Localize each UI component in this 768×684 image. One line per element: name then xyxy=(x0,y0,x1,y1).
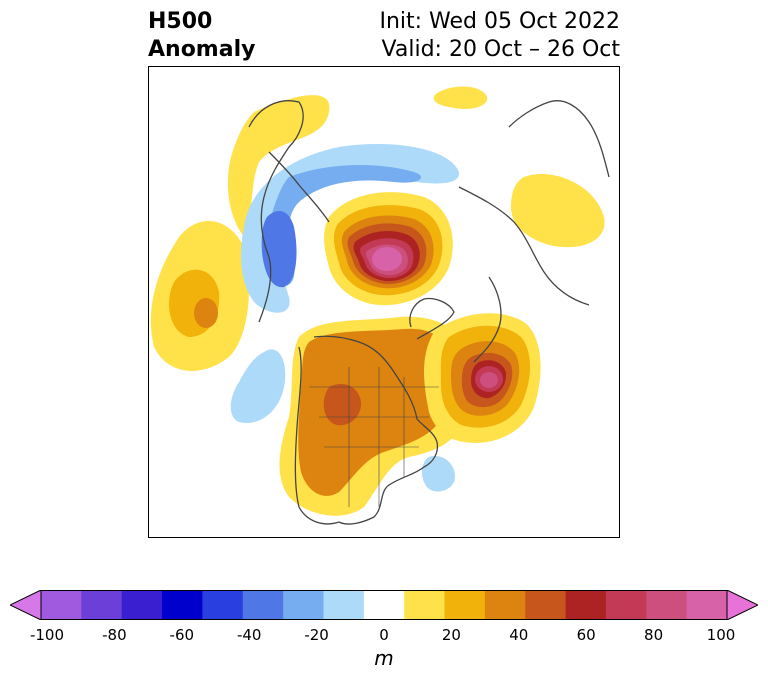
colorbar-segment xyxy=(565,590,607,620)
colorbar-tick-label: -40 xyxy=(236,626,262,644)
positive-anomaly-east-asia xyxy=(511,173,605,248)
coastline-hudson-bay xyxy=(313,335,418,420)
colorbar-segment xyxy=(444,590,486,620)
map-title-right: Init: Wed 05 Oct 2022 Valid: 20 Oct – 26… xyxy=(379,8,620,64)
coastline-siberia xyxy=(508,100,610,178)
colorbar-tick-label: -20 xyxy=(304,626,329,644)
coastline-alaska xyxy=(248,100,304,323)
positive-anomaly-arctic-central xyxy=(324,192,453,306)
colorbar-segment xyxy=(484,590,526,620)
positive-anomaly-alaska xyxy=(227,95,330,237)
colorbar-segment xyxy=(404,590,446,620)
coastline-eurasia xyxy=(458,186,590,306)
colorbar-segment xyxy=(283,590,324,620)
colorbar-segment xyxy=(41,590,82,620)
coastline-west-north-america xyxy=(294,346,340,525)
title-variable: H500 xyxy=(148,9,213,34)
positive-anomaly-arctic-top xyxy=(433,86,488,109)
coastline-scandinavia xyxy=(473,276,502,363)
title-field: Anomaly xyxy=(148,37,256,62)
anomaly-map xyxy=(148,66,620,538)
coastline-arctic-canada xyxy=(268,151,330,223)
colorbar xyxy=(10,590,758,620)
positive-anomaly-north-atlantic xyxy=(424,313,541,443)
colorbar-segment xyxy=(323,590,365,620)
coastline-outlines xyxy=(248,100,610,525)
colorbar-segment xyxy=(686,590,728,620)
anomaly-map-svg xyxy=(150,86,610,525)
colorbar-tick-label: 100 xyxy=(706,626,736,644)
colorbar-segment xyxy=(81,590,123,620)
colorbar-tick-label: 80 xyxy=(644,626,664,644)
colorbar-segment xyxy=(242,590,284,620)
state-borders xyxy=(309,367,439,507)
map-title-left: H500 Anomaly xyxy=(148,8,255,64)
colorbar-border xyxy=(40,590,728,620)
valid-period-label: Valid: 20 Oct – 26 Oct xyxy=(381,37,620,62)
colorbar-segment xyxy=(202,590,244,620)
negative-anomaly-pacific xyxy=(230,349,286,423)
colorbar-tick-label: 60 xyxy=(576,626,596,644)
colorbar-segment xyxy=(363,590,405,620)
colorbar-segment xyxy=(162,590,203,620)
colorbar-segment xyxy=(646,590,688,620)
positive-anomaly-north-america xyxy=(279,316,467,516)
colorbar-tick-label: -80 xyxy=(102,626,127,644)
colorbar-tick-label: 0 xyxy=(379,626,389,644)
colorbar-extend-min xyxy=(10,590,42,620)
coastline-east-north-america xyxy=(338,418,439,525)
init-time-label: Init: Wed 05 Oct 2022 xyxy=(379,9,620,34)
colorbar-tick-label: -100 xyxy=(29,626,65,644)
colorbar-tick-label: -60 xyxy=(169,626,195,644)
coastline-greenland xyxy=(409,297,455,340)
negative-anomaly-atlantic xyxy=(421,456,455,492)
positive-anomaly-pacific xyxy=(150,220,249,371)
colorbar-segment xyxy=(605,590,647,620)
colorbar-extend-max xyxy=(726,590,758,620)
colorbar-unit-label: m xyxy=(374,646,394,670)
colorbar-tick-label: 20 xyxy=(441,626,461,644)
colorbar-tick-label: 40 xyxy=(509,626,529,644)
colorbar-segment xyxy=(121,590,163,620)
colorbar-segment xyxy=(525,590,567,620)
